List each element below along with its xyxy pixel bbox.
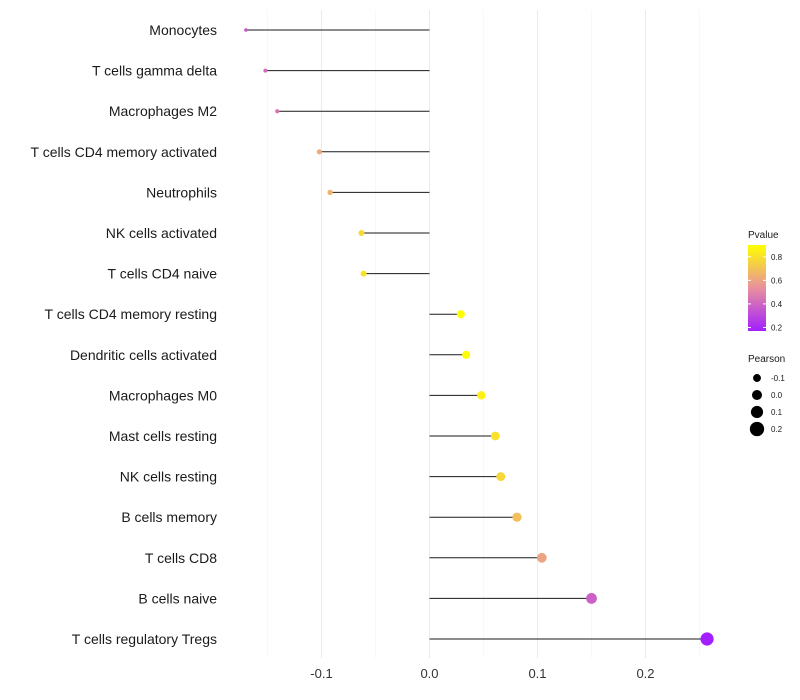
lollipop-point: [358, 230, 365, 236]
x-tick-label: 0.2: [636, 666, 654, 681]
lollipop-point: [316, 149, 322, 155]
pvalue-colorbar: [748, 245, 766, 331]
lollipop-point: [360, 270, 367, 277]
colorbar-tick-label: 0.4: [771, 300, 783, 309]
category-label: B cells naive: [138, 590, 217, 606]
x-tick-label: 0.1: [528, 666, 546, 681]
pvalue-legend-title: Pvalue: [748, 230, 779, 241]
pearson-legend: Pearson -0.1 0.0 0.1 0.2: [748, 354, 785, 437]
category-label: NK cells activated: [106, 225, 217, 241]
lollipop-point: [586, 593, 597, 604]
category-label: T cells CD8: [145, 550, 217, 566]
lollipop-point: [496, 472, 506, 482]
category-label: Mast cells resting: [109, 428, 217, 444]
size-legend-label: 0.0: [771, 391, 783, 400]
grid-lines: [267, 10, 700, 658]
lollipop-point: [263, 68, 268, 73]
category-label: NK cells resting: [120, 469, 217, 485]
colorbar-tick-label: 0.2: [771, 323, 783, 332]
category-label: Neutrophils: [146, 184, 217, 200]
lollipop-point: [244, 28, 248, 32]
x-tick-label: 0.0: [420, 666, 438, 681]
category-label: Monocytes: [149, 22, 217, 38]
size-legend-key: [750, 405, 764, 419]
x-tick-label: -0.1: [310, 666, 332, 681]
lollipop-stems: [245, 29, 708, 640]
lollipop-point: [536, 552, 547, 563]
category-label: B cells memory: [121, 509, 217, 525]
lollipop-point: [327, 189, 333, 196]
size-legend-label: -0.1: [771, 374, 785, 383]
lollipop-point: [462, 350, 471, 359]
size-legend-key: [749, 421, 765, 437]
lollipop-point: [700, 632, 714, 646]
x-axis-tick-labels: -0.1 0.0 0.1 0.2: [310, 666, 654, 681]
size-legend-key: [751, 389, 763, 401]
size-legend-key: [753, 374, 761, 382]
category-labels: Monocytes T cells gamma delta Macrophages …: [31, 22, 218, 647]
lollipop-point: [456, 310, 465, 319]
category-label: Macrophages M0: [109, 387, 217, 403]
pvalue-legend: Pvalue 0.8 0.6 0.4 0.2: [748, 230, 783, 332]
category-label: Dendritic cells activated: [70, 347, 217, 363]
pearson-legend-title: Pearson: [748, 354, 785, 365]
lollipop-point: [490, 431, 500, 441]
colorbar-tick-label: 0.6: [771, 276, 783, 285]
size-legend-label: 0.1: [771, 408, 783, 417]
category-label: T cells CD4 naive: [108, 266, 218, 282]
lollipop-point: [512, 512, 522, 522]
category-label: T cells regulatory Tregs: [72, 631, 217, 647]
size-legend-label: 0.2: [771, 425, 783, 434]
lollipop-points: [244, 28, 714, 646]
lollipop-point: [275, 109, 280, 114]
colorbar-tick-label: 0.8: [771, 253, 783, 262]
category-label: T cells gamma delta: [92, 63, 217, 79]
category-label: Macrophages M2: [109, 103, 217, 119]
category-label: T cells CD4 memory activated: [31, 144, 217, 160]
lollipop-point: [477, 391, 486, 400]
category-label: T cells CD4 memory resting: [45, 306, 217, 322]
